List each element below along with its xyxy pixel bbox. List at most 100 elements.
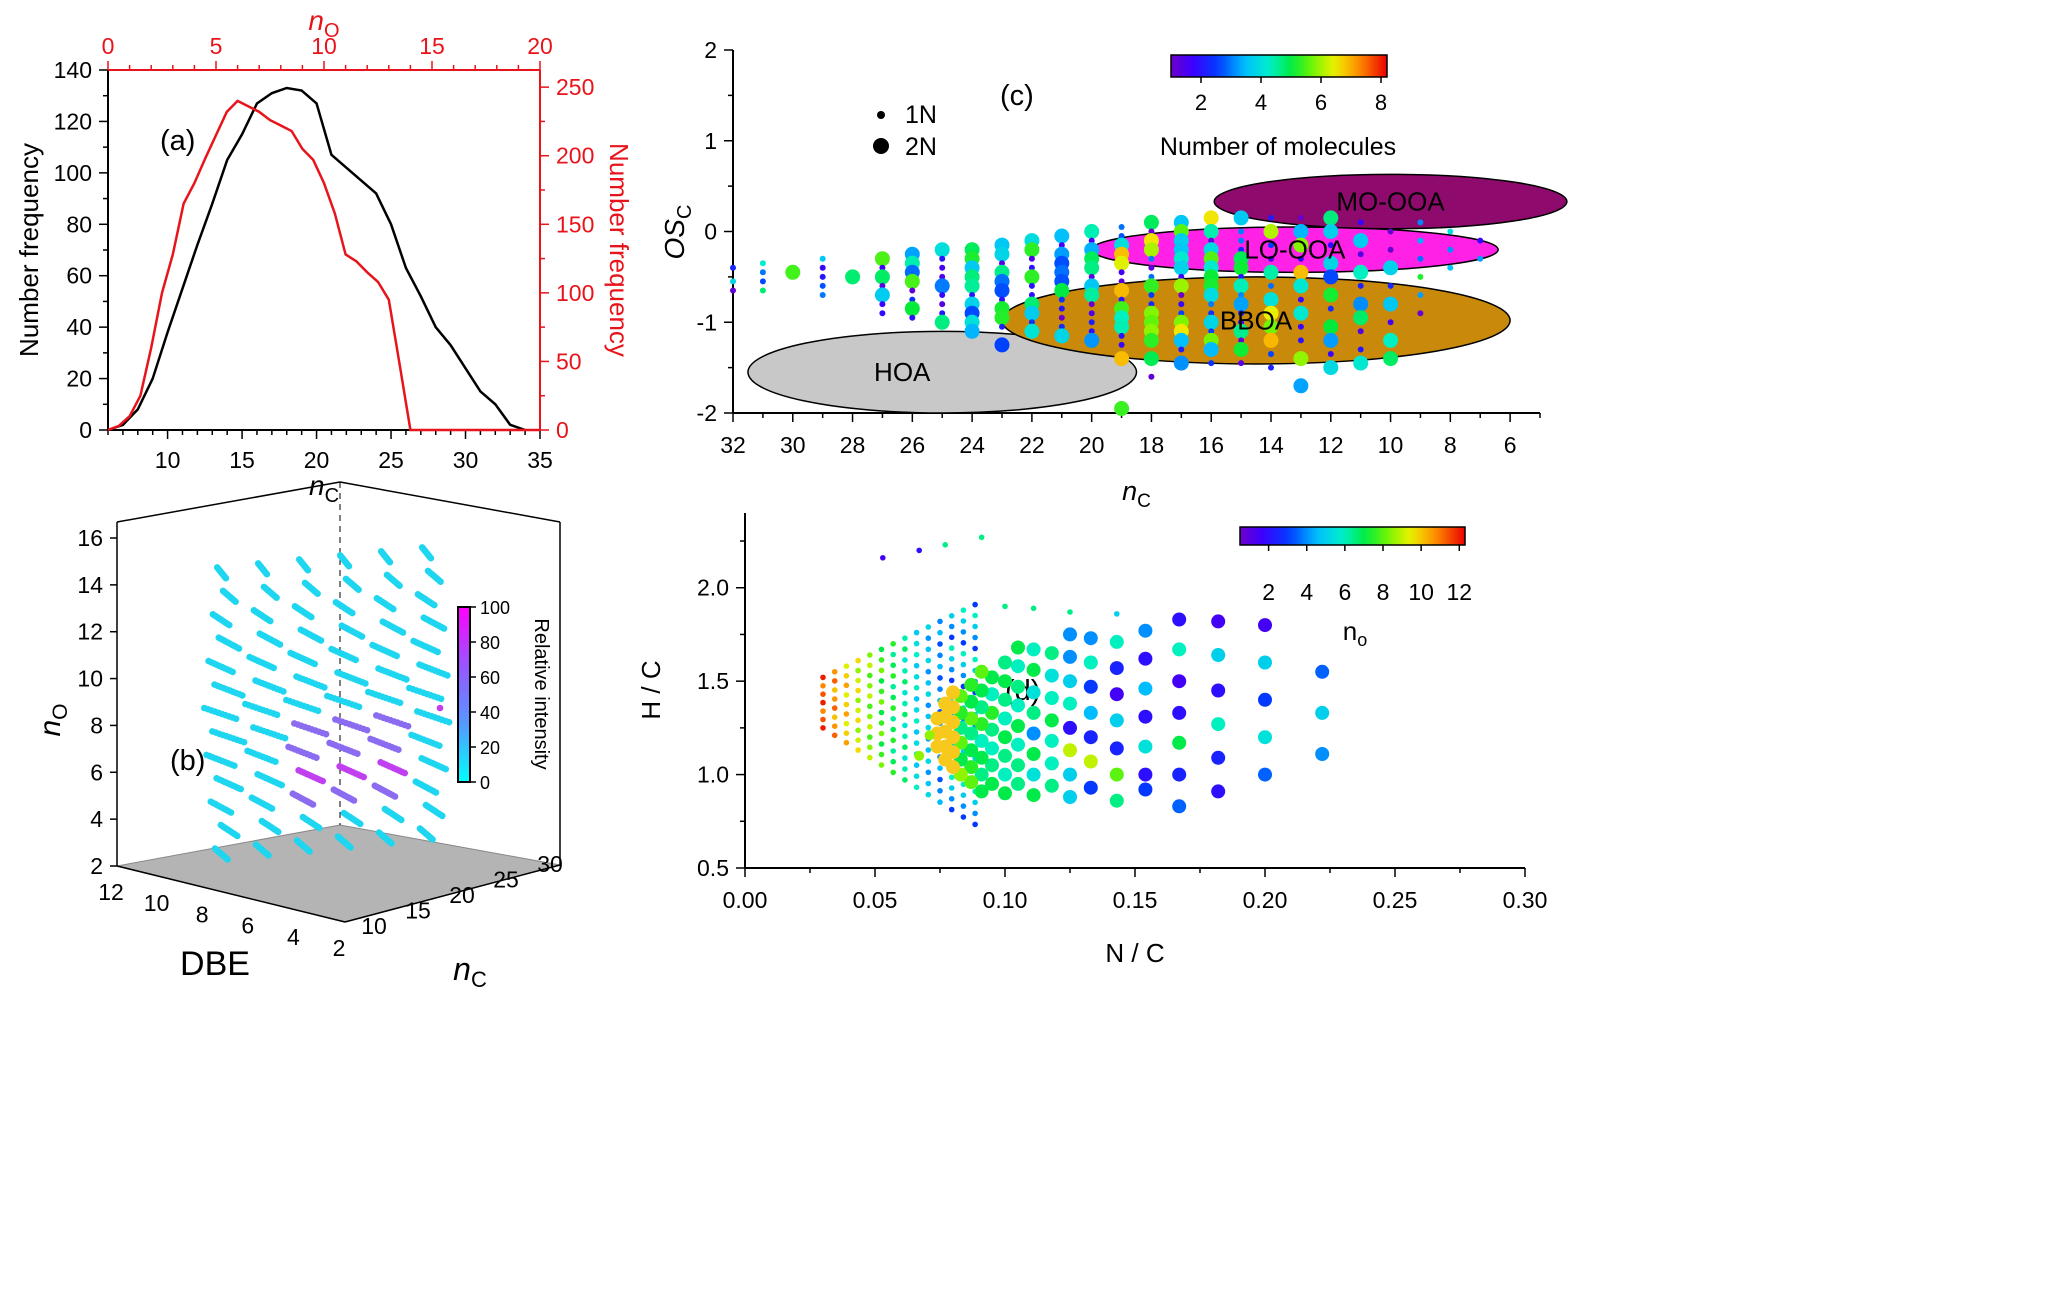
- c-data-point: [1148, 228, 1155, 235]
- b-data-point: [278, 781, 286, 789]
- b-data-point: [440, 625, 448, 632]
- d-data-point: [1138, 651, 1153, 666]
- d-data-point-small: [902, 733, 908, 740]
- c-data-point: [1178, 273, 1185, 280]
- d-data-point-small: [855, 727, 861, 734]
- d-data-point-small: [960, 814, 967, 820]
- c-data-point: [1357, 219, 1364, 226]
- d-data-point-small: [831, 687, 838, 693]
- d-data-point-small: [878, 688, 885, 695]
- c-data-point: [1028, 264, 1035, 271]
- d-data-point: [1172, 705, 1187, 720]
- d-data-point: [1109, 713, 1124, 728]
- d-data-point-small: [843, 720, 850, 727]
- d-data-point: [1258, 655, 1272, 670]
- d-data-point: [1026, 705, 1041, 720]
- c-data-point: [730, 278, 736, 285]
- d-data-point: [1172, 799, 1187, 814]
- c-data-point: [1293, 305, 1309, 321]
- c-y-tick-label: 2: [704, 37, 717, 63]
- c-data-point: [759, 260, 766, 267]
- c-data-point: [1233, 278, 1249, 294]
- d-data-point-small: [948, 785, 955, 791]
- c-data-point: [999, 296, 1005, 303]
- d-data-point: [1044, 778, 1059, 793]
- b-depth-tick-label: 6: [241, 913, 254, 939]
- c-data-point: [1114, 255, 1130, 271]
- d-data-point: [1063, 696, 1077, 711]
- d-data-point-small: [855, 687, 861, 694]
- c-data-point: [1447, 228, 1454, 235]
- b-x-axis-title: nC: [453, 951, 487, 992]
- c-data-point: [1208, 360, 1215, 367]
- b-data-point: [232, 715, 240, 723]
- d-colorbar-tick-label: 8: [1377, 579, 1390, 605]
- c-data-point: [1353, 296, 1369, 312]
- c-legend-1n-marker: [877, 111, 885, 119]
- b-y-axis-title-sub: O: [49, 703, 72, 719]
- d-data-point: [1315, 705, 1330, 720]
- b-data-point: [349, 609, 356, 617]
- c-data-point: [1383, 260, 1399, 276]
- c-data-point: [1173, 332, 1189, 348]
- d-data-point: [1083, 730, 1098, 745]
- d-data-point: [974, 717, 989, 732]
- b-data-point: [388, 840, 395, 847]
- c-data-point: [1327, 242, 1334, 249]
- d-data-point-small: [913, 640, 920, 647]
- d-data-point: [1011, 719, 1025, 733]
- d-data-point-small: [948, 774, 955, 781]
- c-data-point: [1084, 332, 1100, 348]
- c-colorbar-tick-label: 6: [1315, 90, 1327, 115]
- c-x-axis-title-sub: C: [1137, 491, 1151, 512]
- c-data-point: [1173, 355, 1189, 371]
- a-right-tick-label: 50: [556, 348, 582, 374]
- d-data-point: [914, 750, 925, 761]
- c-data-point: [1238, 246, 1245, 253]
- c-data-point: [1447, 246, 1454, 253]
- d-x-tick-label: 0.25: [1373, 887, 1418, 913]
- d-data-point: [1044, 733, 1059, 748]
- b-data-point: [281, 734, 289, 742]
- d-data-point-small: [925, 747, 932, 753]
- c-data-point: [1323, 360, 1339, 376]
- d-data-point-small: [916, 547, 922, 554]
- c-data-point: [819, 273, 826, 280]
- d-data-point: [985, 758, 999, 773]
- b-data-point: [442, 765, 450, 773]
- d-data-point-small: [878, 741, 885, 747]
- c-x-tick-label: 12: [1318, 432, 1344, 458]
- c-data-point: [904, 301, 920, 317]
- c-x-tick-label: 16: [1198, 432, 1224, 458]
- c-x-tick-label: 32: [720, 432, 746, 458]
- b-data-point: [395, 746, 402, 753]
- c-data-point: [939, 292, 946, 298]
- d-data-point-small: [902, 755, 908, 761]
- c-data-point: [1417, 310, 1424, 317]
- d-data-point-small: [855, 707, 861, 714]
- b-data-point: [276, 641, 284, 648]
- c-data-point: [1118, 341, 1125, 348]
- c-data-point: [1323, 269, 1339, 285]
- d-data-point-small: [960, 803, 967, 809]
- d-data-point: [1211, 683, 1226, 698]
- c-y-tick-label: 0: [704, 219, 717, 245]
- d-data-point-small: [902, 766, 908, 772]
- a-top-tick-label: 15: [419, 33, 445, 59]
- d-data-point-small: [925, 691, 932, 697]
- c-data-point: [1263, 319, 1279, 335]
- c-data-point: [1058, 296, 1065, 303]
- d-data-point-small: [972, 799, 978, 806]
- d-data-point-small: [1067, 609, 1073, 615]
- d-data-point-small: [972, 821, 978, 828]
- b-data-point: [273, 711, 281, 719]
- c-data-point: [1233, 342, 1249, 357]
- b-data-point: [354, 750, 361, 757]
- c-data-point: [1238, 228, 1245, 235]
- d-data-point-small: [855, 667, 861, 674]
- d-data-point: [985, 722, 999, 737]
- b-data-point: [224, 856, 231, 863]
- c-data-point: [1268, 282, 1274, 289]
